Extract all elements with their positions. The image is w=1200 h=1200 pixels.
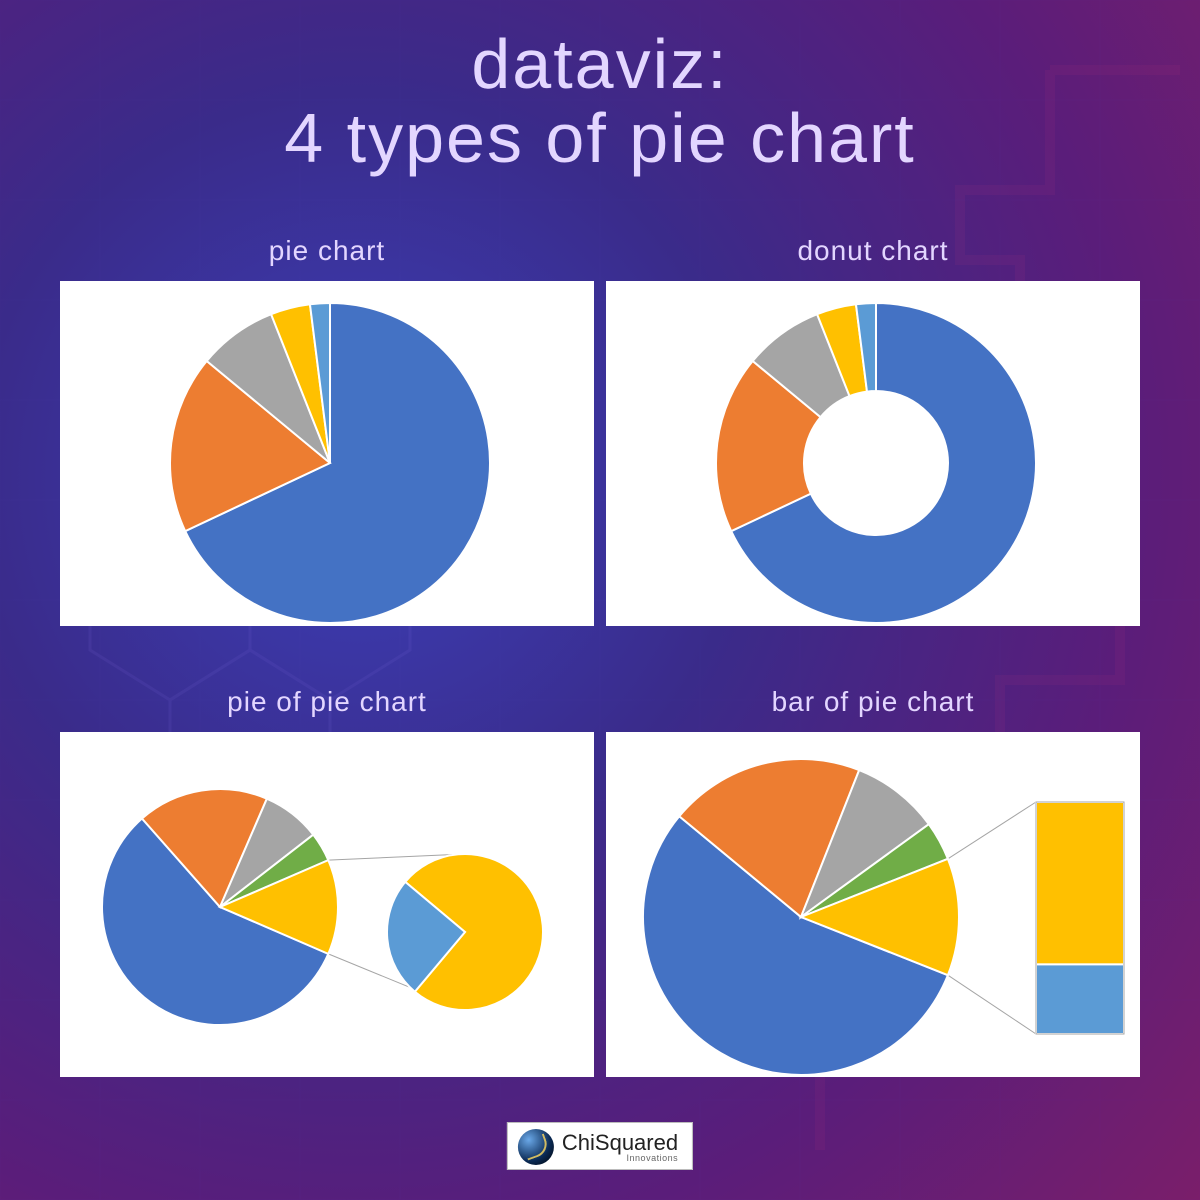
logo-text: ChiSquared Innovations bbox=[562, 1132, 678, 1163]
title-line-1: dataviz: bbox=[471, 25, 728, 103]
logo-mark-icon bbox=[518, 1129, 554, 1165]
logo-main: ChiSquared bbox=[562, 1132, 678, 1154]
chart-grid: pie chart donut chart pie of pie chart b… bbox=[60, 235, 1140, 1077]
label-pie: pie chart bbox=[60, 235, 594, 267]
label-bar-of-pie: bar of pie chart bbox=[606, 686, 1140, 718]
panel-pie-of-pie bbox=[60, 732, 594, 1077]
logo-sub: Innovations bbox=[562, 1154, 678, 1163]
cell-pie-of-pie: pie of pie chart bbox=[60, 686, 594, 1077]
cell-bar-of-pie: bar of pie chart bbox=[606, 686, 1140, 1077]
panel-bar-of-pie bbox=[606, 732, 1140, 1077]
page-title: dataviz: 4 types of pie chart bbox=[0, 28, 1200, 175]
panel-pie bbox=[60, 281, 594, 626]
cell-donut: donut chart bbox=[606, 235, 1140, 626]
logo: ChiSquared Innovations bbox=[507, 1122, 693, 1170]
panel-donut bbox=[606, 281, 1140, 626]
cell-pie: pie chart bbox=[60, 235, 594, 626]
title-line-2: 4 types of pie chart bbox=[284, 99, 915, 177]
label-donut: donut chart bbox=[606, 235, 1140, 267]
label-pie-of-pie: pie of pie chart bbox=[60, 686, 594, 718]
